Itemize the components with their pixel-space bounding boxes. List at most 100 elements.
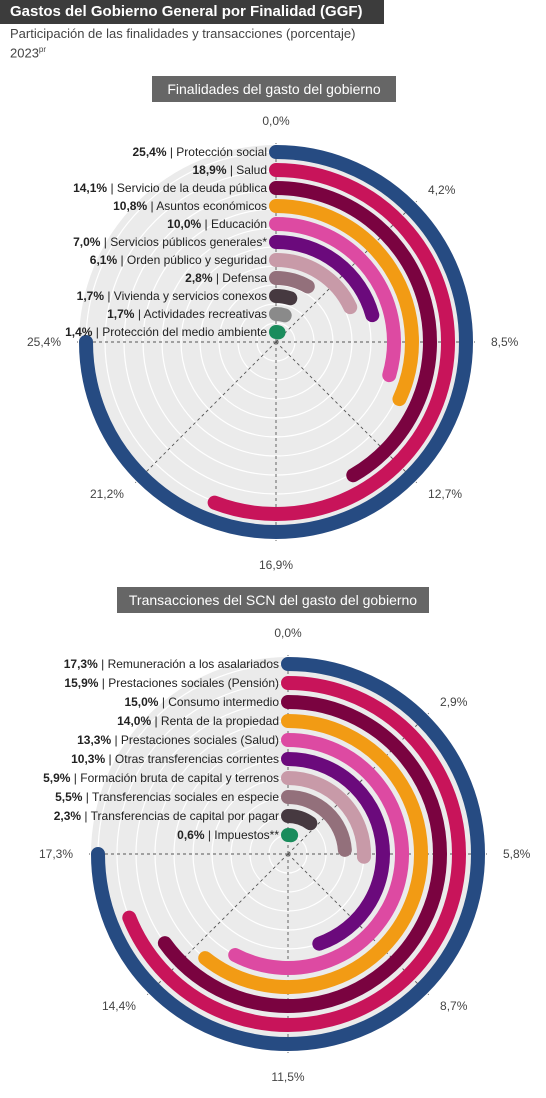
category-value: 1,7%: [107, 307, 135, 321]
axis-tick-label: 2,9%: [440, 695, 468, 709]
category-value: 1,4%: [65, 325, 93, 339]
category-value: 18,9%: [192, 163, 226, 177]
chart2-title: Transacciones del SCN del gasto del gobi…: [117, 587, 429, 613]
page-subtitle: Participación de las finalidades y trans…: [10, 26, 355, 61]
category-label: 5,5% | Transferencias sociales en especi…: [55, 790, 279, 804]
category-value: 2,8%: [185, 271, 213, 285]
category-label: 10,0% | Educación: [167, 217, 267, 231]
bar-5: [228, 733, 409, 975]
category-label: 15,0% | Consumo intermedio: [124, 695, 279, 709]
bar-9: [281, 809, 318, 831]
axis-tick-label: 25,4%: [27, 335, 61, 349]
axis-tick-label: 0,0%: [262, 114, 290, 128]
bar-8: [269, 271, 315, 294]
axis-tick-label: 17,3%: [39, 847, 73, 861]
bar-3: [157, 695, 447, 1013]
category-value: 1,7%: [77, 289, 105, 303]
category-name: | Transferencias sociales en especie: [82, 790, 279, 804]
subtitle-text: Participación de las finalidades y trans…: [10, 26, 356, 41]
axis-tick-label: 4,2%: [428, 183, 456, 197]
category-value: 17,3%: [64, 657, 98, 671]
category-label: 17,3% | Remuneración a los asalariados: [64, 657, 279, 671]
bar-10: [269, 306, 292, 323]
category-value: 10,8%: [113, 199, 147, 213]
bar-8: [281, 790, 352, 857]
category-label: 2,8% | Defensa: [185, 271, 267, 285]
category-name: | Prestaciones sociales (Pensión): [98, 676, 279, 690]
bar-7: [269, 253, 358, 315]
category-name: | Formación bruta de capital y terrenos: [70, 771, 279, 785]
category-name: | Consumo intermedio: [158, 695, 279, 709]
category-name: | Actividades recreativas: [134, 307, 267, 321]
category-name: | Defensa: [213, 271, 268, 285]
axis-tick-label: 5,8%: [503, 847, 531, 861]
bar-7: [281, 771, 371, 864]
category-name: | Protección del medio ambiente: [92, 325, 267, 339]
category-value: 0,6%: [177, 828, 205, 842]
category-name: | Prestaciones sociales (Salud): [111, 733, 279, 747]
category-label: 10,8% | Asuntos económicos: [113, 199, 267, 213]
category-label: 1,7% | Actividades recreativas: [107, 307, 267, 321]
category-name: | Servicio de la deuda pública: [107, 181, 267, 195]
category-label: 6,1% | Orden público y seguridad: [90, 253, 267, 267]
category-name: | Impuestos**: [205, 828, 280, 842]
bar-1: [91, 657, 485, 1051]
axis-tick-label: 11,5%: [271, 1070, 304, 1084]
category-name: | Renta de la propiedad: [151, 714, 279, 728]
category-label: 10,3% | Otras transferencias corrientes: [71, 752, 279, 766]
bar-4: [269, 199, 419, 407]
category-name: | Educación: [201, 217, 267, 231]
category-label: 0,6% | Impuestos**: [177, 828, 279, 842]
category-value: 14,0%: [117, 714, 151, 728]
bar-6: [269, 235, 380, 323]
category-label: 2,3% | Transferencias de capital por pag…: [54, 809, 279, 823]
axis-tick-label: 12,7%: [428, 487, 462, 501]
bar-4: [198, 714, 428, 994]
bar-6: [281, 752, 390, 951]
bar-3: [269, 181, 437, 483]
category-label: 1,4% | Protección del medio ambiente: [65, 325, 267, 339]
bar-2: [207, 163, 455, 521]
category-name: | Otras transferencias corrientes: [105, 752, 279, 766]
category-value: 6,1%: [90, 253, 118, 267]
category-value: 14,1%: [73, 181, 107, 195]
page-title: Gastos del Gobierno General por Finalida…: [0, 0, 384, 24]
category-label: 13,3% | Prestaciones sociales (Salud): [77, 733, 279, 747]
axis-tick-label: 21,2%: [90, 487, 124, 501]
axis-tick-label: 8,5%: [491, 335, 519, 349]
category-label: 25,4% | Protección social: [132, 145, 267, 159]
category-value: 2,3%: [54, 809, 82, 823]
category-name: | Orden público y seguridad: [117, 253, 267, 267]
bar-1: [79, 145, 473, 539]
category-value: 10,3%: [71, 752, 105, 766]
chart1-title: Finalidades del gasto del gobierno: [152, 76, 396, 102]
year-superscript: pr: [38, 45, 47, 54]
axis-tick-label: 16,9%: [259, 558, 293, 572]
category-value: 25,4%: [132, 145, 166, 159]
category-value: 7,0%: [73, 235, 101, 249]
category-label: 7,0% | Servicios públicos generales*: [73, 235, 267, 249]
category-name: | Servicios públicos generales*: [100, 235, 267, 249]
category-value: 13,3%: [77, 733, 111, 747]
category-label: 5,9% | Formación bruta de capital y terr…: [43, 771, 279, 785]
chart2-radial-bar: 0,0%2,9%5,8%8,7%11,5%14,4%17,3%17,3% | R…: [39, 626, 531, 1084]
category-label: 1,7% | Vivienda y servicios conexos: [77, 289, 267, 303]
category-label: 14,0% | Renta de la propiedad: [117, 714, 279, 728]
bar-2: [122, 676, 466, 1032]
bar-9: [269, 289, 298, 306]
category-name: | Salud: [227, 163, 267, 177]
axis-tick-label: 0,0%: [274, 626, 302, 640]
category-name: | Remuneración a los asalariados: [98, 657, 279, 671]
category-label: 18,9% | Salud: [192, 163, 267, 177]
category-name: | Protección social: [167, 145, 268, 159]
category-name: | Asuntos económicos: [147, 199, 267, 213]
category-label: 14,1% | Servicio de la deuda pública: [73, 181, 267, 195]
axis-tick-label: 8,7%: [440, 999, 468, 1013]
category-value: 15,0%: [124, 695, 158, 709]
category-value: 5,9%: [43, 771, 71, 785]
axis-tick-label: 14,4%: [102, 999, 136, 1013]
year-label: 2023: [10, 45, 39, 61]
category-name: | Vivienda y servicios conexos: [104, 289, 267, 303]
category-value: 10,0%: [167, 217, 201, 231]
chart1-radial-bar: 0,0%4,2%8,5%12,7%16,9%21,2%25,4%25,4% | …: [27, 114, 519, 572]
